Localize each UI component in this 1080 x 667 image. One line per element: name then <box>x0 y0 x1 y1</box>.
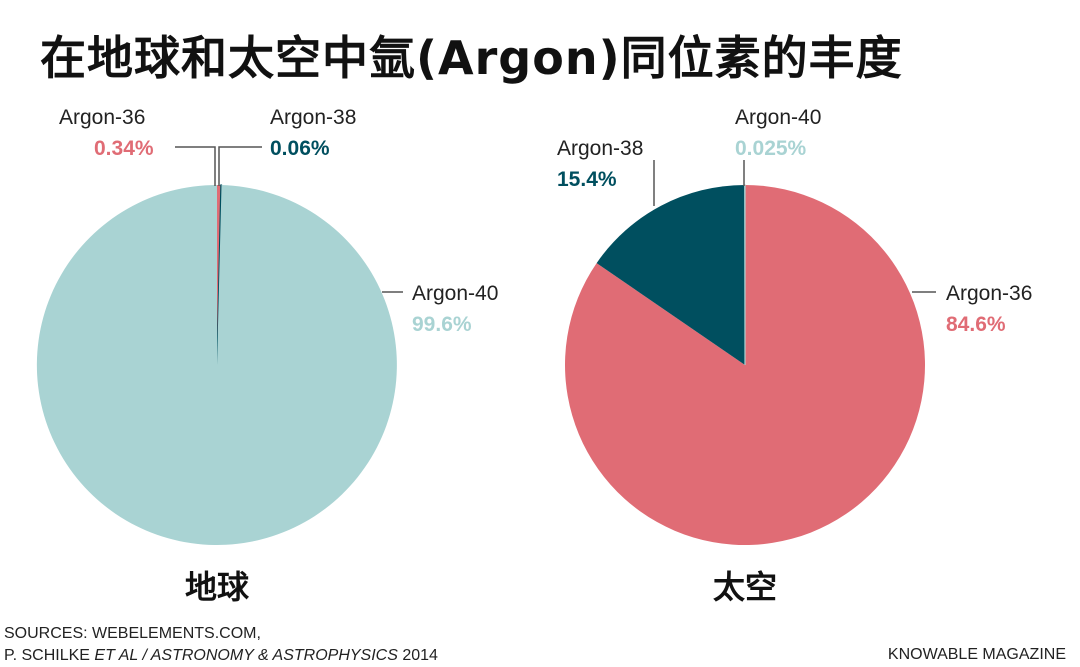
earth-argon36-name: Argon-36 <box>59 106 145 129</box>
space-argon40-value: 0.025% <box>735 137 807 160</box>
sources-line-2-journal: ET AL / ASTRONOMY & ASTROPHYSICS <box>94 647 397 664</box>
earth-argon38-leader <box>219 147 262 186</box>
space-argon36-value: 84.6% <box>946 313 1006 336</box>
earth-argon38-value: 0.06% <box>270 137 330 160</box>
earth-argon38-name: Argon-38 <box>270 106 356 129</box>
earth-pie-chart: Argon-36 0.34% Argon-38 0.06% Argon-40 9… <box>37 106 499 606</box>
sources-line-1: SOURCES: WEBELEMENTS.COM, <box>4 623 438 645</box>
earth-argon40-value: 99.6% <box>412 313 472 336</box>
earth-argon40-name: Argon-40 <box>412 282 498 305</box>
space-pie-chart: Argon-38 15.4% Argon-40 0.025% Argon-36 … <box>557 106 1032 606</box>
sources-line-2: P. SCHILKE ET AL / ASTRONOMY & ASTROPHYS… <box>4 645 438 667</box>
sources-line-2-prefix: P. SCHILKE <box>4 647 94 664</box>
space-chart-label: 太空 <box>713 568 777 606</box>
sources-note: SOURCES: WEBELEMENTS.COM, P. SCHILKE ET … <box>4 623 438 667</box>
earth-chart-label: 地球 <box>185 568 250 606</box>
space-argon38-value: 15.4% <box>557 168 617 191</box>
space-argon36-name: Argon-36 <box>946 282 1032 305</box>
earth-slice-argon-40 <box>37 185 397 545</box>
space-argon40-name: Argon-40 <box>735 106 821 129</box>
space-argon38-name: Argon-38 <box>557 137 643 160</box>
publisher-credit: KNOWABLE MAGAZINE <box>888 646 1066 664</box>
sources-line-2-year: 2014 <box>398 647 438 664</box>
earth-argon36-leader <box>175 147 215 186</box>
earth-argon36-value: 0.34% <box>94 137 154 160</box>
